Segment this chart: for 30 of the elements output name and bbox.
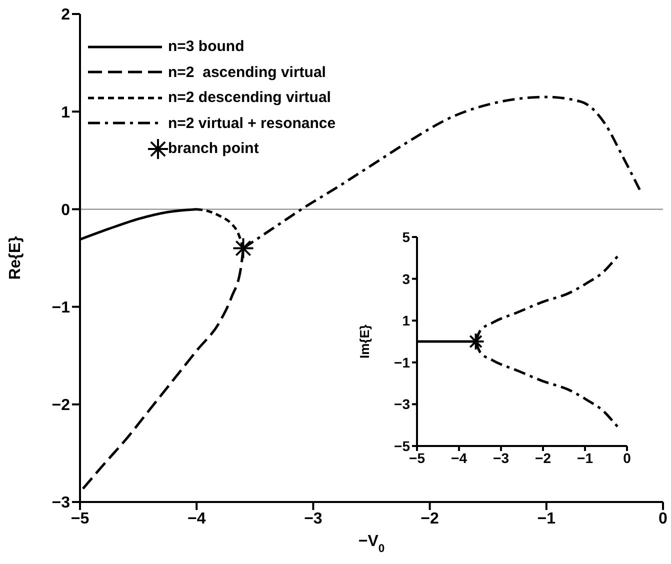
y-tick-label: 2 [61, 6, 70, 24]
x-axis-title: −V$_{0}$ [358, 533, 385, 555]
y-tick-label: −1 [52, 299, 70, 316]
y-tick-label: 0 [61, 202, 70, 219]
y-tick-label: −2 [52, 397, 70, 414]
x-tick-label: 0 [623, 450, 632, 466]
x-tick-label: −4 [187, 510, 206, 528]
x-tick-label: −2 [535, 450, 552, 466]
y-tick-label: 3 [402, 270, 410, 287]
x-tick-label: 0 [658, 510, 668, 528]
x-tick-label: −4 [451, 450, 468, 466]
y-tick-label: −5 [394, 438, 410, 454]
y-axis-title: Re{E} [7, 236, 24, 280]
x-tick-label: −3 [493, 450, 510, 466]
y-tick-label: 5 [402, 228, 410, 245]
y-tick-label: −3 [52, 494, 70, 512]
legend-label: n=2 virtual + resonance [168, 114, 336, 132]
y-tick-label: −3 [394, 396, 410, 412]
x-tick-label: −1 [577, 450, 594, 466]
legend-label: n=3 bound [168, 38, 244, 56]
y-tick-label: 1 [402, 312, 410, 329]
y-axis-title: Im{E} [357, 324, 372, 358]
y-tick-label: 1 [61, 104, 70, 122]
x-tick-label: −3 [304, 510, 322, 528]
legend-label: n=2 descending virtual [168, 89, 331, 106]
x-tick-label: −2 [420, 510, 440, 528]
x-tick-label: −1 [537, 510, 556, 528]
y-tick-label: −1 [394, 354, 410, 370]
legend-label: n=2 ascending virtual [168, 64, 326, 81]
legend-label: branch point [168, 140, 259, 158]
